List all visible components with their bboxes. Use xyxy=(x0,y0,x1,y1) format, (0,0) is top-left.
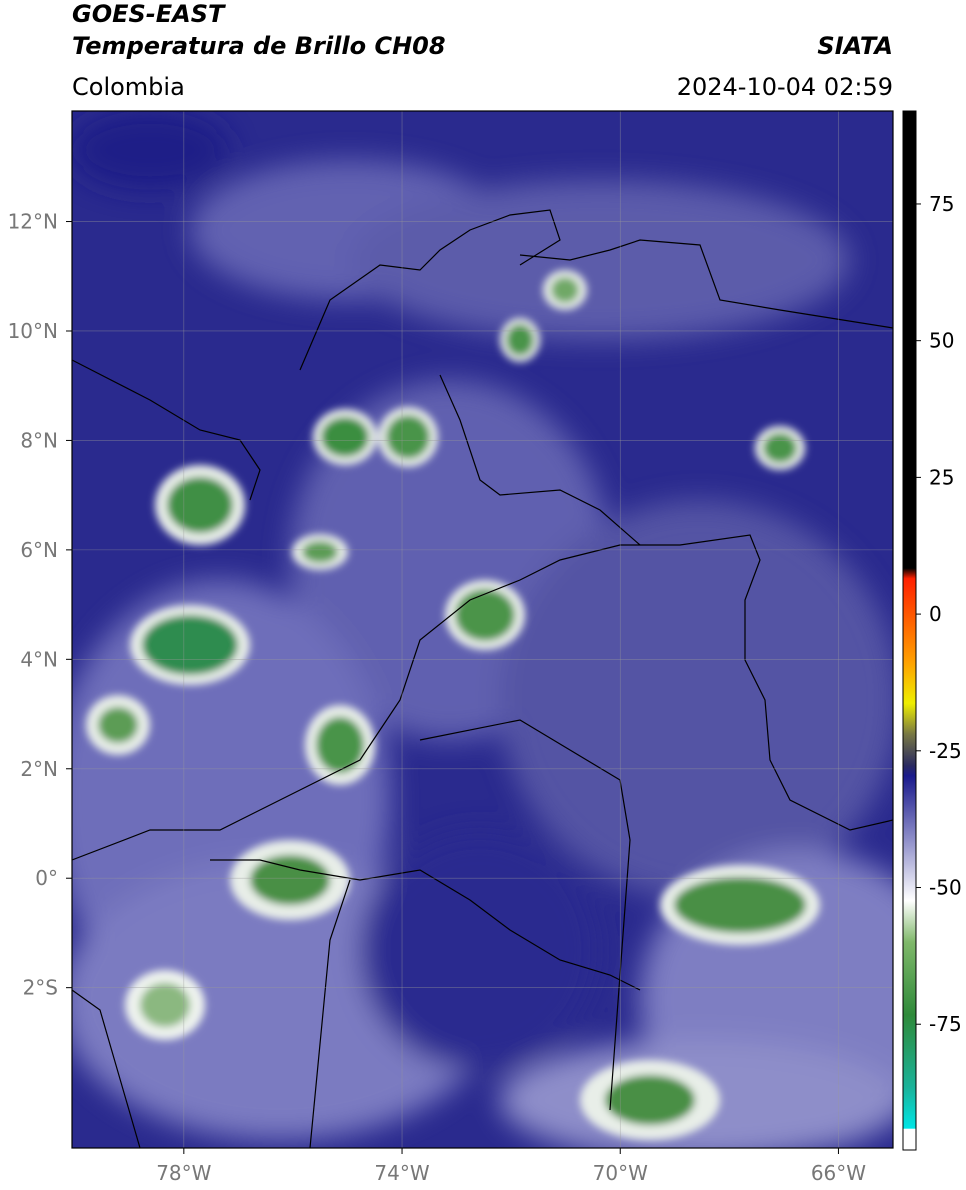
satellite-image xyxy=(72,111,893,1148)
x-tick-label: 66°W xyxy=(811,1161,866,1185)
colorbar-tick-label: 50 xyxy=(929,329,954,353)
colorbar-tick-label: 25 xyxy=(929,465,954,489)
y-tick-label: 12°N xyxy=(8,210,58,234)
colorbar-tick-label: -75 xyxy=(929,1012,962,1036)
colorbar xyxy=(902,110,917,1151)
region: Colombia xyxy=(72,73,185,101)
x-tick-label: 78°W xyxy=(156,1161,211,1185)
y-tick-label: 8°N xyxy=(20,428,58,452)
y-tick-label: 4°N xyxy=(20,647,58,671)
colorbar-tick-label: 75 xyxy=(929,192,954,216)
colorbar-tick-label: -50 xyxy=(929,876,962,900)
datetime: 2024-10-04 02:59 xyxy=(677,73,893,101)
grid xyxy=(72,111,893,1148)
subtitle: Temperatura de Brillo CH08 xyxy=(72,32,446,60)
x-tick-label: 70°W xyxy=(593,1161,648,1185)
source: SIATA xyxy=(817,32,893,60)
title: GOES-EAST xyxy=(72,0,226,28)
y-tick-label: 2°S xyxy=(23,976,58,1000)
y-tick-label: 0° xyxy=(35,866,58,890)
colorbar-tick-label: 0 xyxy=(929,602,942,626)
y-tick-label: 6°N xyxy=(20,538,58,562)
colorbar-tick-label: -25 xyxy=(929,739,962,763)
y-tick-label: 10°N xyxy=(8,319,58,343)
y-tick-label: 2°N xyxy=(20,757,58,781)
x-tick-label: 74°W xyxy=(374,1161,429,1185)
map-frame xyxy=(71,110,894,1149)
borders xyxy=(72,209,893,1148)
